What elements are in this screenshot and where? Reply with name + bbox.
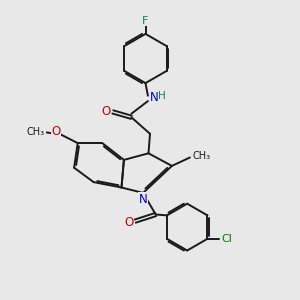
Text: Cl: Cl (222, 234, 233, 244)
Text: O: O (124, 216, 133, 229)
Text: H: H (158, 91, 166, 101)
Text: N: N (149, 91, 158, 104)
Text: O: O (102, 105, 111, 118)
Text: F: F (142, 16, 149, 26)
Text: N: N (139, 193, 148, 206)
Text: O: O (51, 124, 60, 138)
Text: CH₃: CH₃ (192, 151, 210, 161)
Text: CH₃: CH₃ (27, 127, 45, 137)
